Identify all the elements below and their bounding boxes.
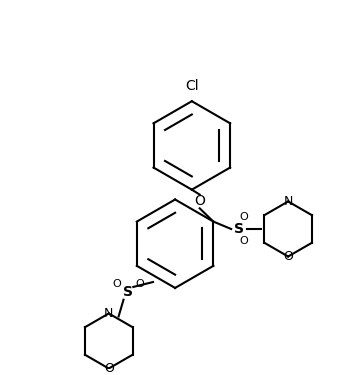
Text: S: S [234, 222, 244, 236]
Text: S: S [123, 285, 134, 299]
Text: Cl: Cl [185, 80, 199, 93]
Text: O: O [240, 236, 248, 246]
Text: N: N [284, 195, 293, 208]
Text: O: O [136, 279, 144, 289]
Text: O: O [104, 362, 114, 375]
Text: N: N [104, 307, 114, 320]
Text: O: O [240, 212, 248, 222]
Text: O: O [283, 250, 293, 263]
Text: O: O [194, 195, 205, 208]
Text: O: O [112, 279, 121, 289]
